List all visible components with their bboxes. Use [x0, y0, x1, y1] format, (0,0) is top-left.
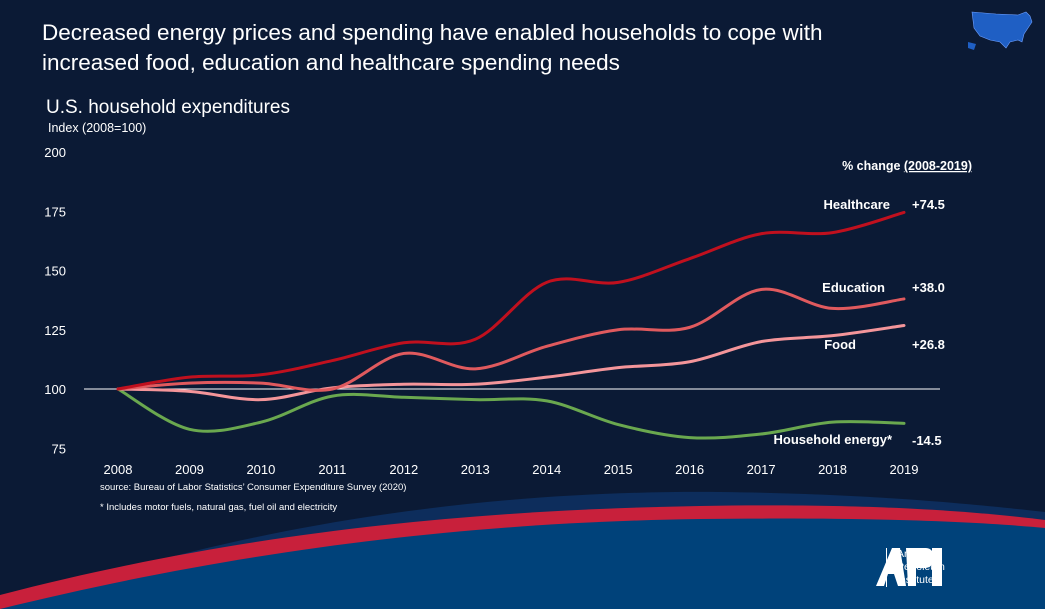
series-change-value: +26.8: [912, 337, 945, 352]
series-change-value: +74.5: [912, 197, 945, 212]
series-line-education: [116, 287, 906, 392]
x-tick-label: 2010: [246, 462, 275, 477]
y-tick-label: 100: [44, 382, 66, 397]
x-tick-label: 2019: [890, 462, 919, 477]
x-tick-label: 2014: [532, 462, 561, 477]
slide-title: Decreased energy prices and spending hav…: [42, 18, 823, 78]
series-line-household-energy-: [116, 387, 906, 440]
x-tick-label: 2012: [389, 462, 418, 477]
x-tick-label: 2017: [747, 462, 776, 477]
series-change-value: -14.5: [912, 433, 942, 448]
series-line-healthcare: [116, 210, 906, 391]
series-change-value: +38.0: [912, 280, 945, 295]
footnote: * Includes motor fuels, natural gas, fue…: [100, 502, 338, 513]
api-logo-mark: [876, 548, 942, 586]
legend-header-label: % change: [842, 159, 904, 173]
legend-header: % change (2008-2019): [842, 159, 972, 173]
y-tick-label: 200: [44, 145, 66, 160]
api-logo: American Petroleum Institute: [876, 548, 945, 587]
title-line-1: Decreased energy prices and spending hav…: [42, 20, 823, 45]
series-line-food: [116, 323, 906, 402]
y-tick-label: 75: [52, 441, 66, 456]
legend-header-period: (2008-2019): [904, 159, 972, 173]
y-axis-label: Index (2008=100): [48, 121, 147, 135]
series-label: Household energy*: [774, 432, 893, 447]
x-tick-label: 2015: [604, 462, 633, 477]
x-tick-label: 2013: [461, 462, 490, 477]
series-label: Food: [824, 337, 856, 352]
source-note: source: Bureau of Labor Statistics’ Cons…: [100, 482, 407, 493]
y-tick-label: 125: [44, 323, 66, 338]
x-tick-label: 2016: [675, 462, 704, 477]
series-label: Healthcare: [824, 197, 890, 212]
y-tick-label: 175: [44, 204, 66, 219]
x-tick-label: 2018: [818, 462, 847, 477]
y-tick-label: 150: [44, 264, 66, 279]
x-tick-label: 2008: [104, 462, 133, 477]
x-tick-label: 2011: [318, 462, 346, 477]
chart-title: U.S. household expenditures: [46, 97, 290, 118]
title-line-2: increased food, education and healthcare…: [42, 50, 620, 75]
us-map-icon: [968, 11, 1033, 50]
x-tick-label: 2009: [175, 462, 204, 477]
blue-band: [0, 518, 1045, 609]
series-label: Education: [822, 280, 885, 295]
